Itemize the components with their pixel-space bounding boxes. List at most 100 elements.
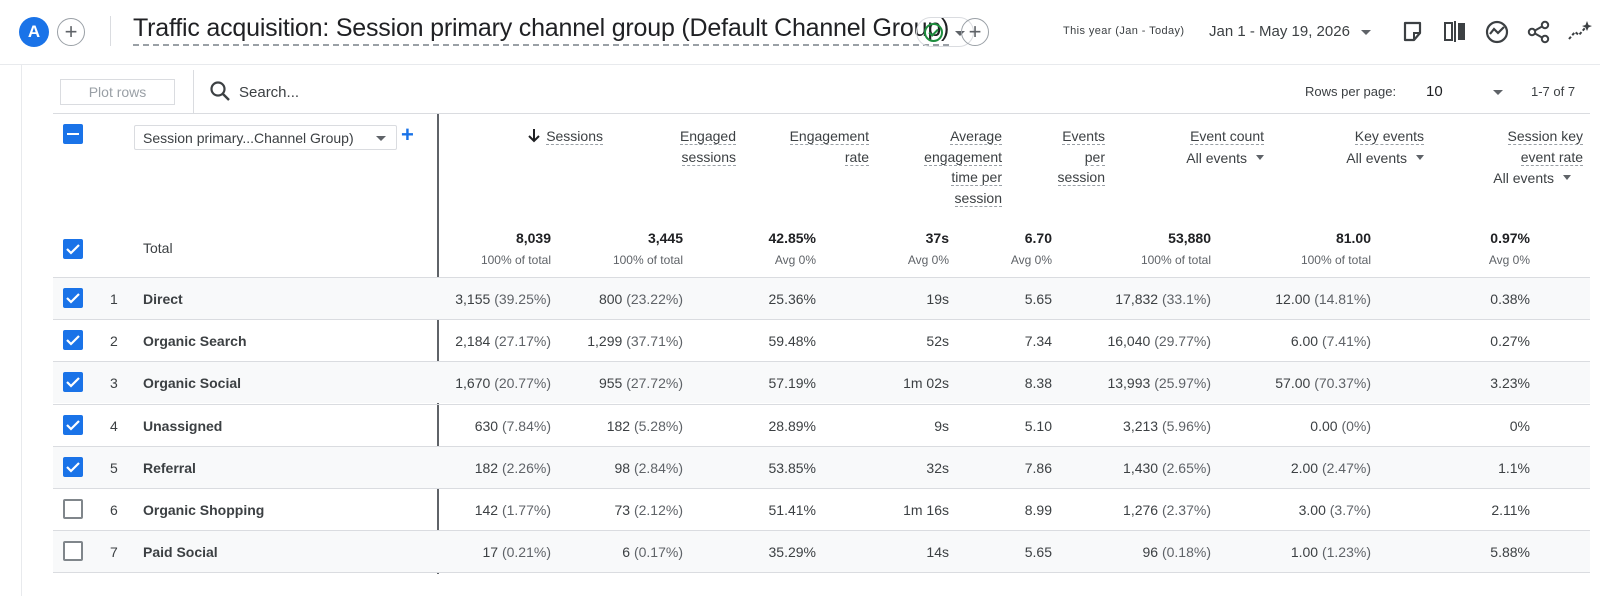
total-events-per-session: 6.70 <box>1024 230 1052 246</box>
cell-key-events: 12.00 (14.81%) <box>1275 291 1371 307</box>
col-header-engaged-sessions[interactable]: Engaged sessions <box>679 128 736 166</box>
report-header: A + Traffic acquisition: Session primary… <box>0 0 1600 64</box>
session-key-event-rate-filter[interactable]: All events <box>1433 168 1571 189</box>
add-card-button[interactable]: + <box>961 18 989 46</box>
table-row[interactable]: 7 Paid Social 17 (0.21%) 6 (0.17%) 35.29% 14s… <box>53 530 1590 573</box>
insights-icon[interactable] <box>1483 18 1511 46</box>
chevron-down-icon <box>1563 175 1571 180</box>
cell-session-key-event-rate: 0.38% <box>1490 291 1530 307</box>
cell-avg-engagement-time: 32s <box>926 459 949 476</box>
checkmark-icon <box>66 244 80 255</box>
search-icon <box>210 81 230 101</box>
customize-report-icon[interactable] <box>1566 18 1594 46</box>
date-range-chevron-icon[interactable] <box>1361 30 1371 35</box>
row-index: 4 <box>110 417 118 434</box>
col-header-events-per-session[interactable]: Events per session <box>1057 128 1105 186</box>
col-header-event-count[interactable]: Event count All events <box>1118 126 1264 168</box>
total-key-events-share: 100% of total <box>1300 253 1371 267</box>
cell-sessions: 142 (1.77%) <box>474 502 551 518</box>
header-divider <box>110 16 111 46</box>
chevron-down-icon <box>1416 154 1424 160</box>
event-count-filter[interactable]: All events <box>1118 148 1264 169</box>
total-avg-engagement-time: 37s <box>925 230 949 246</box>
row-checkbox[interactable] <box>63 499 83 519</box>
account-avatar[interactable]: A <box>19 17 49 47</box>
channel-name[interactable]: Organic Social <box>143 375 242 392</box>
cell-engagement-rate: 53.85% <box>768 459 816 476</box>
totals-label: Total <box>143 240 173 256</box>
row-index: 3 <box>110 375 118 392</box>
table-row[interactable]: 1 Direct 3,155 (39.25%) 800 (23.22%) 25.36% 1… <box>53 277 1590 319</box>
channel-name[interactable]: Referral <box>143 459 196 476</box>
row-checkbox[interactable] <box>63 414 83 435</box>
cell-sessions: 3,155 (39.25%) <box>455 291 551 307</box>
row-checkbox[interactable] <box>63 541 83 562</box>
dimension-selector[interactable]: Session primary...Channel Group) <box>134 125 397 150</box>
table-row[interactable]: 4 Unassigned 630 (7.84%) 182 (5.28%) 28.89% 9… <box>53 403 1590 446</box>
cell-engagement-rate: 57.19% <box>768 375 816 392</box>
channel-name[interactable]: Paid Social <box>143 544 218 561</box>
cell-engaged-sessions: 98 (2.84%) <box>614 459 684 476</box>
cell-sessions: 182 (2.26%) <box>474 459 551 476</box>
cell-session-key-event-rate: 5.88% <box>1490 544 1530 561</box>
compare-columns-icon[interactable] <box>1441 18 1469 46</box>
share-icon[interactable] <box>1525 18 1553 46</box>
total-session-key-event-rate-share: Avg 0% <box>1488 253 1530 267</box>
row-index: 2 <box>110 333 118 350</box>
edit-icon[interactable] <box>1399 18 1427 46</box>
col-header-key-events[interactable]: Key events All events <box>1278 126 1424 168</box>
add-dimension-button[interactable]: + <box>401 123 414 147</box>
cell-engaged-sessions: 1,299 (37.71%) <box>587 333 683 350</box>
channel-name[interactable]: Direct <box>143 291 183 307</box>
cell-events-per-session: 8.38 <box>1024 375 1052 392</box>
cell-session-key-event-rate: 0% <box>1509 417 1530 434</box>
table-row[interactable]: 6 Organic Shopping 142 (1.77%) 73 (2.12%) 51… <box>53 488 1590 530</box>
toolbar-divider <box>193 70 194 113</box>
side-panel-edge <box>21 64 22 596</box>
col-header-sessions[interactable]: Sessions <box>458 126 603 147</box>
rows-per-page-label: Rows per page: <box>1305 84 1397 99</box>
cell-engagement-rate: 25.36% <box>768 291 816 307</box>
select-all-checkbox[interactable] <box>63 124 83 144</box>
cell-engaged-sessions: 955 (27.72%) <box>598 375 683 392</box>
data-table: Session primary...Channel Group) + Sessi… <box>53 114 1590 596</box>
totals-checkbox[interactable] <box>63 239 83 259</box>
key-events-filter[interactable]: All events <box>1278 148 1424 169</box>
cell-engaged-sessions: 6 (0.17%) <box>622 544 683 561</box>
col-header-avg-engagement-time[interactable]: Average engagement time per session <box>924 128 1002 207</box>
cell-engaged-sessions: 73 (2.12%) <box>614 502 684 518</box>
search-input[interactable] <box>239 81 539 103</box>
dimension-selector-label: Session primary...Channel Group) <box>143 130 354 146</box>
checkmark-icon <box>66 419 80 431</box>
add-comparison-button[interactable]: + <box>57 18 85 46</box>
col-header-engagement-rate[interactable]: Engagement rate <box>789 128 869 166</box>
date-range-value[interactable]: Jan 1 - May 19, 2026 <box>1209 23 1350 40</box>
channel-name[interactable]: Organic Shopping <box>143 502 265 518</box>
cell-key-events: 6.00 (7.41%) <box>1290 333 1371 350</box>
channel-name[interactable]: Organic Search <box>143 333 247 350</box>
rows-per-page-select[interactable]: 10 <box>1426 78 1503 106</box>
plot-rows-button[interactable]: Plot rows <box>60 79 175 105</box>
page-title[interactable]: Traffic acquisition: Session primary cha… <box>133 12 949 46</box>
plus-icon: + <box>968 19 982 44</box>
checkmark-icon <box>66 293 80 304</box>
chevron-down-icon <box>376 136 386 141</box>
channel-name[interactable]: Unassigned <box>143 417 223 434</box>
table-row[interactable]: 2 Organic Search 2,184 (27.17%) 1,299 (37.7… <box>53 319 1590 361</box>
table-row[interactable]: 5 Referral 182 (2.26%) 98 (2.84%) 53.85% 32s 7… <box>53 445 1590 488</box>
total-events-per-session-share: Avg 0% <box>1010 253 1052 267</box>
cell-session-key-event-rate: 3.23% <box>1490 375 1530 392</box>
row-checkbox[interactable] <box>63 372 83 393</box>
row-checkbox[interactable] <box>63 456 83 477</box>
col-header-session-key-event-rate[interactable]: Session key event rate All events <box>1433 126 1583 189</box>
row-index: 6 <box>110 502 118 518</box>
chevron-down-icon <box>1493 90 1503 95</box>
cell-sessions: 2,184 (27.17%) <box>455 333 551 350</box>
cell-events-per-session: 8.99 <box>1024 502 1052 518</box>
table-bottom-border <box>53 572 1590 573</box>
cell-event-count: 3,213 (5.96%) <box>1123 417 1211 434</box>
table-row[interactable]: 3 Organic Social 1,670 (20.77%) 955 (27.72%… <box>53 361 1590 404</box>
row-checkbox[interactable] <box>63 288 83 308</box>
row-checkbox[interactable] <box>63 330 83 351</box>
cell-avg-engagement-time: 19s <box>926 291 949 307</box>
